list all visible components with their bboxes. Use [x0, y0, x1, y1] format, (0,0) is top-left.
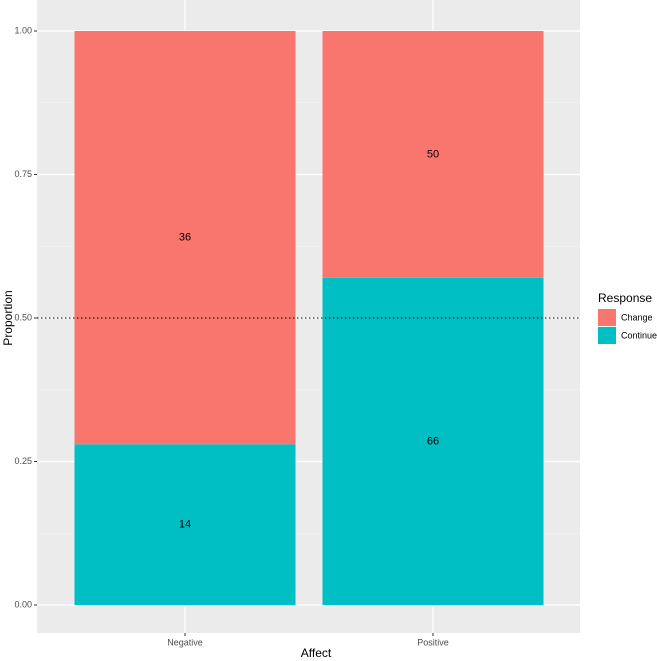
bar-segment [322, 277, 544, 605]
legend-label: Continue [621, 330, 657, 340]
bar-segment [74, 444, 296, 605]
x-tick-label: Negative [167, 637, 203, 647]
data-label: 50 [427, 148, 439, 160]
bar-segment [74, 31, 296, 445]
y-tick-label: 0.50 [14, 312, 32, 322]
x-axis-title: Affect [301, 646, 332, 660]
y-axis-title: Proportion [1, 290, 15, 345]
data-label: 66 [427, 435, 439, 447]
data-label: 14 [179, 519, 191, 531]
legend-key [598, 327, 616, 344]
legend-label: Change [621, 312, 653, 322]
y-tick-label: 1.00 [14, 25, 32, 35]
legend-key [598, 309, 616, 326]
y-tick-label: 0.25 [14, 456, 32, 466]
x-tick-label: Positive [417, 637, 449, 647]
legend-title: Response [598, 291, 652, 305]
bar-segment [322, 31, 544, 278]
data-label: 36 [179, 232, 191, 244]
y-tick-label: 0.75 [14, 169, 32, 179]
y-tick-label: 0.00 [14, 599, 32, 609]
